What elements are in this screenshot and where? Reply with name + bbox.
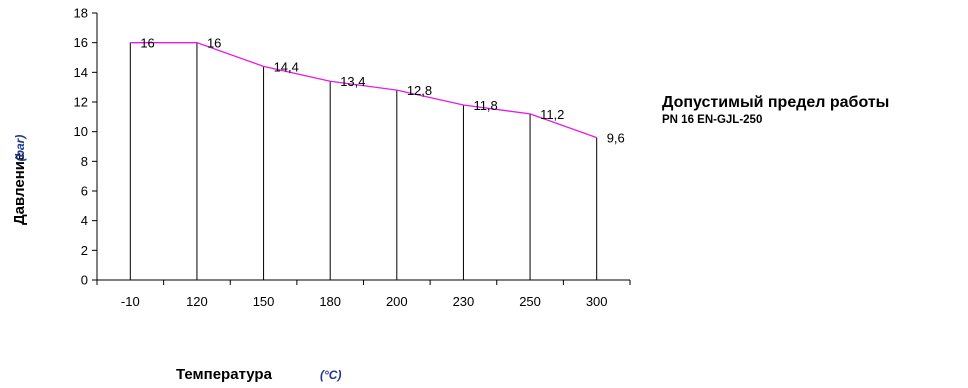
data-label: 11,2 <box>540 107 564 122</box>
x-tick-label: 250 <box>519 294 541 309</box>
series-line <box>130 42 597 139</box>
x-axis-unit: (°C) <box>320 368 341 382</box>
drop-lines <box>129 42 598 280</box>
data-label: 12,8 <box>407 83 432 98</box>
y-tick-label: 10 <box>74 124 88 139</box>
y-tick-label: 4 <box>81 213 88 228</box>
x-axis: -10 120 150 180 200 230 250 300 <box>96 279 631 309</box>
x-tick-label: 180 <box>319 294 341 309</box>
y-tick-label: 12 <box>74 95 88 110</box>
data-labels: 16 16 14,4 13,4 12,8 11,8 11,2 9,6 <box>140 36 624 146</box>
data-label: 11,8 <box>473 98 497 113</box>
x-axis-title: Температура <box>176 366 273 383</box>
y-tick-label: 8 <box>81 154 88 169</box>
y-axis-title: Давление <box>11 153 28 225</box>
y-axis-unit: (bar) <box>13 135 27 162</box>
x-tick-label: 200 <box>386 294 408 309</box>
series-line-path <box>130 42 597 139</box>
side-subtitle: PN 16 EN-GJL-250 <box>662 114 763 126</box>
y-tick-label: 2 <box>81 243 88 258</box>
y-tick-label: 0 <box>81 273 88 288</box>
data-label: 14,4 <box>274 59 299 74</box>
x-tick-label: 300 <box>586 294 608 309</box>
y-tick-label: 18 <box>74 6 88 21</box>
side-title: Допустимый предел работы <box>662 94 890 111</box>
y-tick-label: 14 <box>74 65 88 80</box>
x-tick-label: 120 <box>186 294 208 309</box>
data-label: 9,6 <box>607 131 625 146</box>
y-tick-label: 16 <box>74 35 88 50</box>
data-label: 13,4 <box>340 74 365 89</box>
data-label: 16 <box>207 36 221 51</box>
data-label: 16 <box>140 36 154 51</box>
x-tick-label: -10 <box>121 294 140 309</box>
y-axis: 0 2 4 6 8 10 12 14 16 18 <box>74 6 98 288</box>
x-tick-label: 230 <box>453 294 475 309</box>
y-tick-label: 6 <box>81 184 88 199</box>
x-tick-label: 150 <box>253 294 275 309</box>
